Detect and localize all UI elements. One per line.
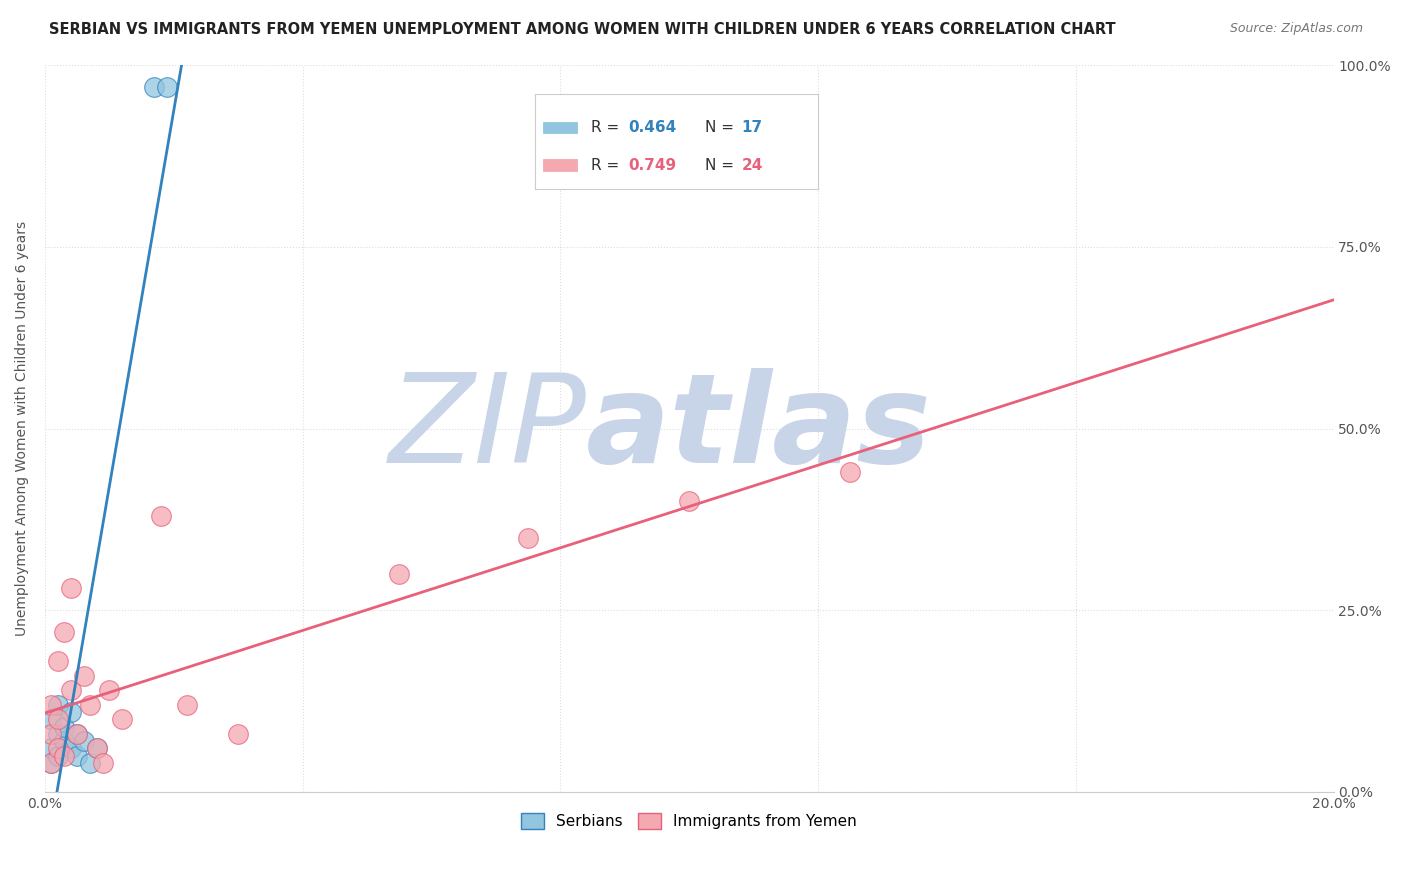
Point <box>91 756 114 770</box>
Point <box>86 741 108 756</box>
Point <box>66 727 89 741</box>
Point <box>72 734 94 748</box>
Point <box>111 712 134 726</box>
Point <box>59 705 82 719</box>
Text: atlas: atlas <box>586 368 932 489</box>
Point <box>46 748 69 763</box>
Point <box>66 748 89 763</box>
Legend: Serbians, Immigrants from Yemen: Serbians, Immigrants from Yemen <box>515 807 863 835</box>
Point <box>59 683 82 698</box>
Point <box>176 698 198 712</box>
Point <box>41 698 63 712</box>
Point <box>59 582 82 596</box>
Point <box>72 668 94 682</box>
Point <box>86 741 108 756</box>
Point <box>41 756 63 770</box>
Point <box>388 566 411 581</box>
Point <box>41 741 63 756</box>
Point <box>226 727 249 741</box>
Point <box>156 79 179 94</box>
Point <box>41 756 63 770</box>
Point <box>53 734 76 748</box>
Text: SERBIAN VS IMMIGRANTS FROM YEMEN UNEMPLOYMENT AMONG WOMEN WITH CHILDREN UNDER 6 : SERBIAN VS IMMIGRANTS FROM YEMEN UNEMPLO… <box>49 22 1116 37</box>
Point <box>517 531 540 545</box>
Point <box>53 720 76 734</box>
Point <box>46 727 69 741</box>
Text: Source: ZipAtlas.com: Source: ZipAtlas.com <box>1230 22 1364 36</box>
Point <box>41 727 63 741</box>
Point <box>53 625 76 640</box>
Point <box>149 508 172 523</box>
Point <box>46 698 69 712</box>
Y-axis label: Unemployment Among Women with Children Under 6 years: Unemployment Among Women with Children U… <box>15 221 30 636</box>
Point <box>678 494 700 508</box>
Point <box>46 654 69 668</box>
Point <box>839 465 862 479</box>
Point <box>143 79 166 94</box>
Point <box>79 698 101 712</box>
Point <box>46 712 69 726</box>
Point <box>66 727 89 741</box>
Point <box>53 748 76 763</box>
Point <box>46 741 69 756</box>
Point <box>59 741 82 756</box>
Point <box>98 683 121 698</box>
Point <box>41 712 63 726</box>
Point <box>79 756 101 770</box>
Text: ZIP: ZIP <box>388 368 586 489</box>
